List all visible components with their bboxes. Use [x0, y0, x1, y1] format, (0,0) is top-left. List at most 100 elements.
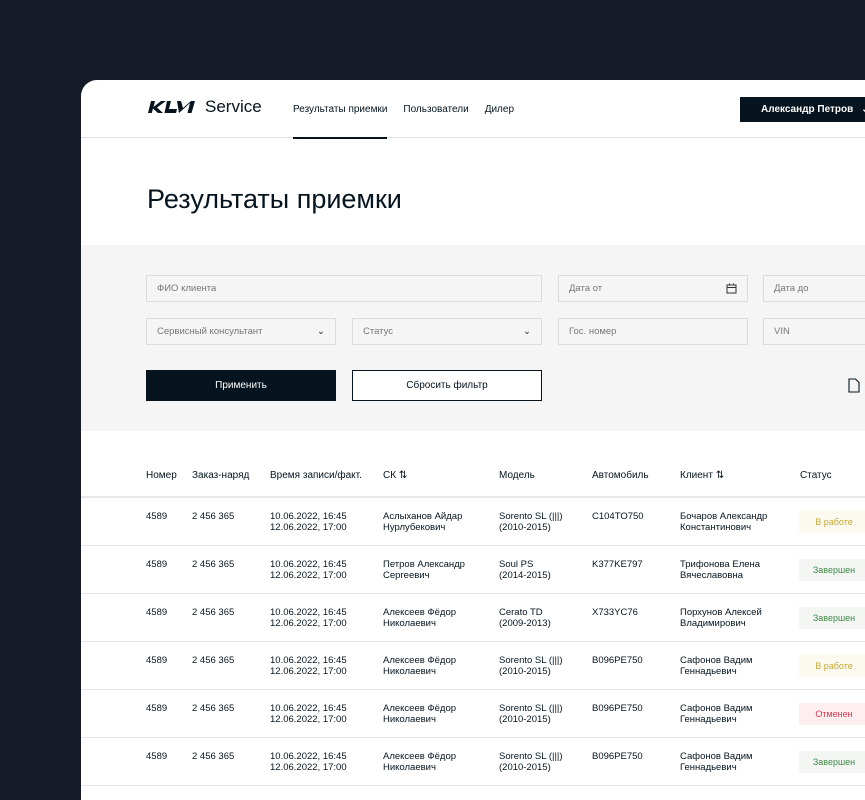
file-export-icon[interactable] — [848, 378, 860, 393]
cell-text: 2 456 365 — [192, 559, 235, 570]
cell-text: Нурлубекович — [383, 522, 446, 533]
column-header: Номер — [146, 470, 177, 481]
table-cell: Алексеев Фёдор Николаевич — [383, 703, 456, 725]
table-cell: 10.06.2022, 16:45 12.06.2022, 17:00 — [270, 559, 347, 581]
table-row[interactable]: 4589 2 456 365 10.06.2022, 16:45 12.06.2022… — [81, 546, 865, 594]
cell-text: Геннадьевич — [680, 762, 737, 773]
cell-text: 12.06.2022, 17:00 — [270, 762, 347, 773]
table-cell: Порхунов Алексей Владимирович — [680, 607, 762, 629]
cell-text: Сафонов Вадим — [680, 751, 753, 762]
cell-text: 2 456 365 — [192, 703, 235, 714]
table-cell: Сафонов Вадим Геннадьевич — [680, 655, 753, 677]
table-row[interactable]: 4589 2 456 365 10.06.2022, 16:45 12.06.2022… — [81, 642, 865, 690]
status-badge: В работе — [799, 655, 865, 677]
table-cell: B096PE750 — [592, 703, 643, 714]
cell-text: 4589 — [146, 511, 168, 522]
status-select[interactable]: Статус ⌄ — [352, 318, 542, 345]
table-cell: Алексеев Фёдор Николаевич — [383, 655, 456, 677]
table-row[interactable]: 4589 2 456 365 10.06.2022, 16:45 12.06.2022… — [81, 738, 865, 786]
cell-text: Алексеев Фёдор — [383, 655, 457, 666]
cell-text: 4589 — [146, 703, 168, 714]
cell-text: Алексеев Фёдор — [383, 703, 457, 714]
cell-text: X733YC76 — [592, 607, 638, 618]
cell-text: Порхунов Алексей — [680, 607, 762, 618]
cell-text: Николаевич — [383, 714, 436, 725]
nav-users[interactable]: Пользователи — [403, 104, 469, 115]
cell-text: Алексеев Фёдор — [383, 607, 457, 618]
cell-text: Алексеев Фёдор — [383, 751, 457, 762]
user-menu-button[interactable]: Александр Петров ⌄ — [740, 97, 865, 122]
date-to-placeholder: Дата до — [774, 283, 809, 294]
date-to-input[interactable]: Дата до — [763, 275, 865, 302]
cell-text: 12.06.2022, 17:00 — [270, 714, 347, 725]
date-from-input[interactable]: Дата от — [558, 275, 748, 302]
status-placeholder: Статус — [363, 326, 394, 337]
cell-text: Геннадьевич — [680, 714, 737, 725]
table-cell: 4589 — [146, 751, 167, 762]
cell-text: 4589 — [146, 559, 168, 570]
table-row[interactable]: 4589 2 456 365 10.06.2022, 16:45 12.06.2022… — [81, 498, 865, 546]
table-cell: Cerato TD (2009-2013) — [499, 607, 551, 629]
status-badge: Завершен — [799, 751, 865, 773]
cell-text: 12.06.2022, 17:00 — [270, 666, 347, 677]
cell-text: 10.06.2022, 16:45 — [270, 655, 347, 666]
apply-button[interactable]: Применить — [146, 370, 336, 401]
table-cell: B096PE750 — [592, 655, 643, 666]
table-row[interactable]: 4589 2 456 365 10.06.2022, 16:45 12.06.2022… — [81, 690, 865, 738]
calendar-icon[interactable] — [726, 283, 737, 294]
cell-text: Sorento SL (|||) — [499, 511, 563, 522]
cell-text: 12.06.2022, 17:00 — [270, 570, 347, 581]
status-badge: В работе — [799, 511, 865, 533]
plate-input[interactable]: Гос. номер — [558, 318, 748, 345]
table-cell: 4589 — [146, 511, 167, 522]
cell-text: Сафонов Вадим — [680, 703, 753, 714]
table-cell: 2 456 365 — [192, 655, 234, 666]
cell-text: C104TO750 — [592, 511, 644, 522]
cell-text: Владимирович — [680, 618, 746, 629]
table-cell: Сафонов Вадим Геннадьевич — [680, 703, 753, 725]
table-cell: 2 456 365 — [192, 511, 234, 522]
table-cell: Аслыханов Айдар Нурлубекович — [383, 511, 462, 533]
table-cell: 2 456 365 — [192, 607, 234, 618]
nav-results[interactable]: Результаты приемки — [293, 104, 388, 139]
chevron-down-icon: ⌄ — [317, 326, 325, 337]
kia-logo[interactable]: Service — [147, 97, 262, 117]
vin-input[interactable]: VIN — [763, 318, 865, 345]
table-cell: Сафонов Вадим Геннадьевич — [680, 751, 753, 773]
table-cell: 4589 — [146, 655, 167, 666]
reset-filter-button[interactable]: Сбросить фильтр — [352, 370, 542, 401]
service-label: Service — [205, 97, 262, 116]
cell-text: Soul PS — [499, 559, 534, 570]
filters-panel: ФИО клиента Дата от Дата до Сервисный ко… — [81, 245, 865, 431]
column-header: Заказ-наряд — [192, 470, 250, 481]
table-row[interactable]: 4589 2 456 365 10.06.2022, 16:45 12.06.2022… — [81, 594, 865, 642]
table-cell: 2 456 365 — [192, 703, 234, 714]
column-header[interactable]: СК ⇅ — [383, 470, 408, 481]
table-cell: 10.06.2022, 16:45 12.06.2022, 17:00 — [270, 511, 347, 533]
cell-text: Бочаров Александр — [680, 511, 768, 522]
client-input[interactable]: ФИО клиента — [146, 275, 542, 302]
column-header[interactable]: Клиент ⇅ — [680, 470, 725, 481]
table-cell: 10.06.2022, 16:45 12.06.2022, 17:00 — [270, 751, 347, 773]
table-cell: 10.06.2022, 16:45 12.06.2022, 17:00 — [270, 607, 347, 629]
cell-text: Сергеевич — [383, 570, 430, 581]
column-header: Модель — [499, 470, 535, 481]
cell-text: Николаевич — [383, 618, 436, 629]
cell-text: Трифонова Елена — [680, 559, 761, 570]
cell-text: 10.06.2022, 16:45 — [270, 511, 347, 522]
table-cell: Трифонова Елена Вячеславовна — [680, 559, 760, 581]
table-cell: Алексеев Фёдор Николаевич — [383, 751, 456, 773]
cell-text: Константинович — [680, 522, 752, 533]
cell-text: 4589 — [146, 607, 168, 618]
table-cell: K377KE797 — [592, 559, 643, 570]
status-badge: Завершен — [799, 607, 865, 629]
status-badge: Отменен — [799, 703, 865, 725]
nav-dealer[interactable]: Дилер — [484, 104, 515, 115]
consultant-select[interactable]: Сервисный консультант ⌄ — [146, 318, 336, 345]
table-cell: Петров Александр Сергеевич — [383, 559, 465, 581]
table-cell: Алексеев Фёдор Николаевич — [383, 607, 456, 629]
table-cell: Sorento SL (|||) (2010-2015) — [499, 751, 563, 773]
consultant-placeholder: Сервисный консультант — [157, 326, 263, 337]
cell-text: Геннадьевич — [680, 666, 737, 677]
table-cell: 2 456 365 — [192, 751, 234, 762]
